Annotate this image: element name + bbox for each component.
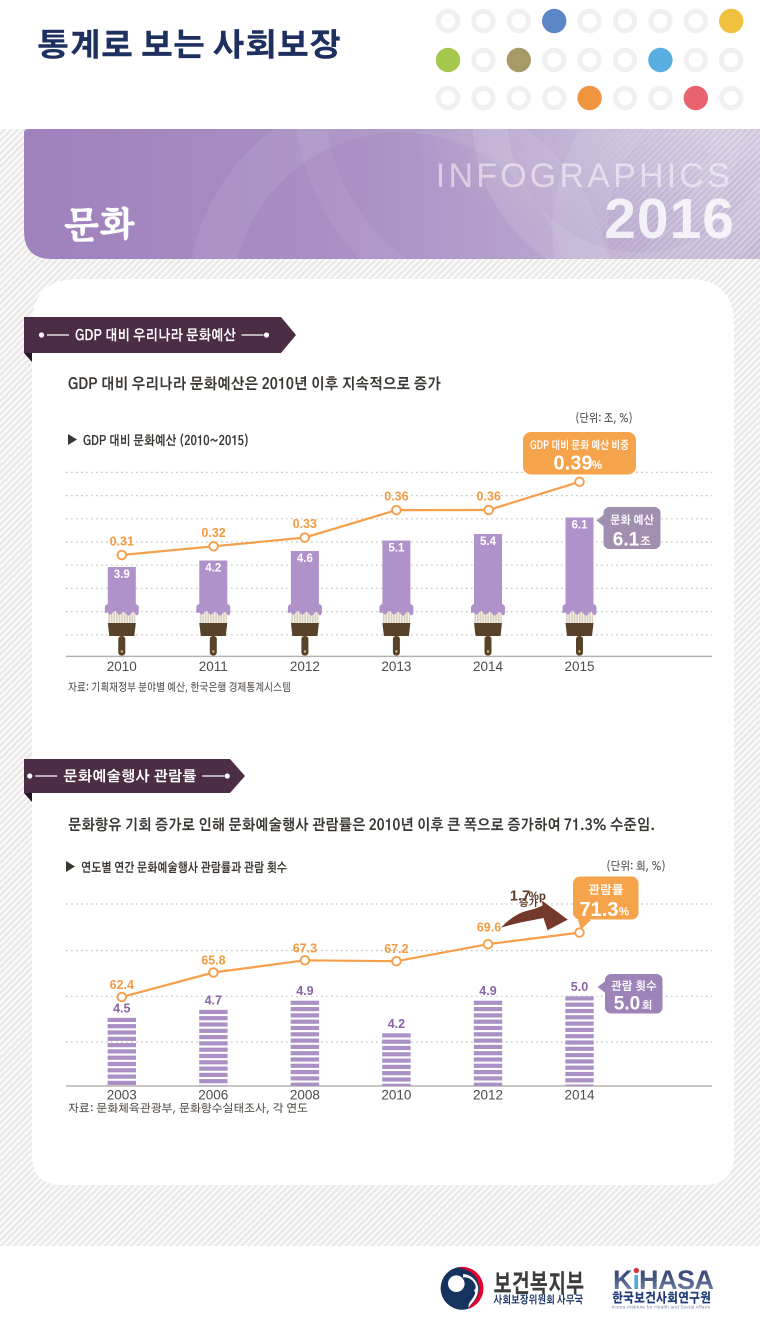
svg-text:2014: 2014 [564, 1088, 595, 1103]
svg-text:4.9: 4.9 [479, 984, 496, 998]
svg-text:2008: 2008 [290, 1088, 320, 1103]
svg-text:2003: 2003 [107, 1088, 137, 1103]
svg-text:5.1: 5.1 [388, 542, 405, 554]
svg-text:4.2: 4.2 [388, 1017, 405, 1031]
svg-text:%: % [592, 460, 602, 472]
svg-text:67.2: 67.2 [384, 942, 408, 956]
svg-text:1.7: 1.7 [510, 889, 530, 905]
svg-text:3.9: 3.9 [114, 569, 130, 581]
svg-text:4.6: 4.6 [297, 553, 313, 565]
svg-text:i: i [633, 1265, 641, 1295]
svg-text:4.5: 4.5 [113, 1001, 130, 1015]
svg-text:2010: 2010 [107, 659, 137, 674]
svg-text:5.4: 5.4 [480, 536, 497, 548]
svg-text:%p: %p [529, 891, 546, 903]
svg-text:0.31: 0.31 [110, 535, 134, 549]
svg-text:2010: 2010 [381, 1088, 411, 1103]
svg-text:2015: 2015 [564, 659, 594, 674]
svg-text:Korea Institute for Health and: Korea Institute for Health and Social Af… [612, 1305, 711, 1311]
svg-text:2006: 2006 [198, 1088, 228, 1103]
svg-text:5.0: 5.0 [571, 980, 588, 994]
svg-text:65.8: 65.8 [201, 954, 225, 968]
svg-text:6.1: 6.1 [572, 519, 589, 531]
svg-text:2014: 2014 [473, 659, 504, 674]
svg-text:HASA: HASA [639, 1265, 714, 1295]
svg-text:0.39: 0.39 [554, 453, 593, 475]
svg-text:69.6: 69.6 [477, 921, 501, 935]
svg-text:67.3: 67.3 [293, 941, 317, 955]
svg-text:0.36: 0.36 [477, 490, 501, 504]
svg-text:4.2: 4.2 [205, 562, 221, 574]
svg-text:71.3: 71.3 [580, 899, 619, 921]
svg-text:2011: 2011 [199, 659, 228, 674]
svg-text:2012: 2012 [473, 1088, 503, 1103]
svg-text:K: K [613, 1265, 633, 1295]
svg-text:0.36: 0.36 [384, 490, 408, 504]
svg-text:INFOGRAPHICS: INFOGRAPHICS [436, 157, 733, 195]
svg-text:6.1: 6.1 [613, 530, 640, 551]
svg-text:%: % [619, 907, 629, 919]
svg-text:2012: 2012 [290, 659, 320, 674]
svg-text:62.4: 62.4 [110, 978, 134, 992]
svg-text:4.7: 4.7 [205, 993, 222, 1007]
svg-text:0.33: 0.33 [293, 517, 317, 531]
svg-text:2016: 2016 [604, 187, 735, 251]
svg-text:4.9: 4.9 [296, 984, 313, 998]
svg-text:5.0: 5.0 [614, 994, 640, 1015]
svg-text:0.32: 0.32 [201, 526, 225, 540]
svg-text:2013: 2013 [381, 659, 411, 674]
